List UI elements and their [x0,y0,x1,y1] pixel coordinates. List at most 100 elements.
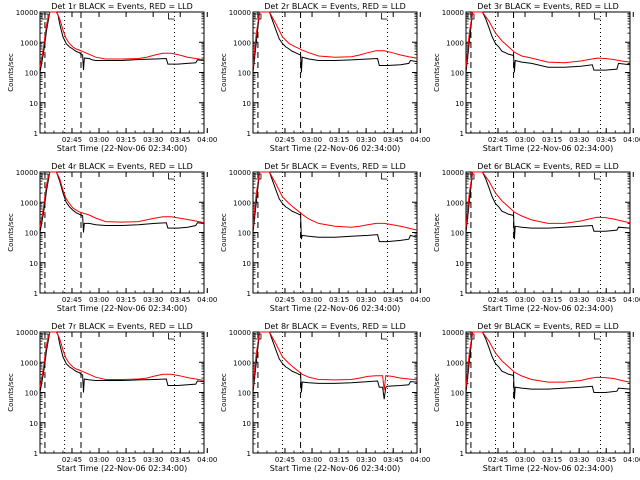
x-tick-label: 03:45 [170,136,190,144]
lld-series-line [252,11,418,68]
y-tick-label: 10 [455,100,464,108]
events-series-line [39,171,205,233]
y-tick-label: 100 [25,70,38,78]
lld-series-line [465,171,631,228]
x-tick-label: 03:30 [356,296,376,304]
x-tick-label: 03:45 [596,456,616,464]
panel-title: Det 3r BLACK = Events, RED = LLD [477,2,619,11]
y-tick-label: 10000 [229,329,251,337]
x-tick-label: 03:15 [329,456,349,464]
x-tick-label: 03:00 [515,456,535,464]
panel-title: Det 7r BLACK = Events, RED = LLD [51,322,193,331]
x-tick-label: 04:00 [623,296,640,304]
y-axis-label: Counts/sec [220,53,228,92]
top-marker-glyph [381,333,388,340]
x-tick-label: 03:45 [170,456,190,464]
x-tick-label: 04:00 [197,296,217,304]
y-tick-label: 10000 [442,169,464,177]
y-tick-label: 1000 [20,359,38,367]
x-tick-label: 02:45 [488,456,508,464]
y-tick-label: 10 [455,260,464,268]
x-tick-label: 03:45 [383,136,403,144]
panel-5: 1 10 100 1000 10000 02:45 03:00 03:15 03:30 03:45… [220,162,430,313]
lld-series-line [252,171,418,231]
y-tick-label: 1000 [446,359,464,367]
y-tick-label: 100 [451,390,464,398]
plot-frame [252,331,418,454]
x-axis-label: Start Time (22-Nov-06 02:34:00) [483,144,613,153]
panel-4: 1 10 100 1000 10000 02:45 03:00 03:15 03:30 03:45… [7,162,217,313]
x-tick-label: 02:45 [275,456,295,464]
x-axis-label: Start Time (22-Nov-06 02:34:00) [270,304,400,313]
lld-series-line [39,11,205,68]
y-axis-label: Counts/sec [7,213,15,252]
y-tick-label: 100 [451,230,464,238]
y-tick-label: 100 [25,230,38,238]
events-series-line [465,331,631,400]
x-tick-label: 03:00 [89,136,109,144]
x-tick-label: 02:45 [62,456,82,464]
y-axis-label: Counts/sec [220,373,228,412]
events-series-line [39,11,205,73]
x-tick-label: 03:15 [329,296,349,304]
x-tick-label: 03:45 [170,296,190,304]
x-tick-label: 02:45 [62,296,82,304]
x-tick-label: 03:30 [569,136,589,144]
x-tick-label: 03:45 [383,456,403,464]
x-tick-label: 04:00 [197,136,217,144]
panel-title: Det 6r BLACK = Events, RED = LLD [477,162,619,171]
y-tick-label: 10 [29,260,38,268]
lld-series-line [465,331,631,388]
x-tick-label: 04:00 [623,456,640,464]
events-series-line [465,171,631,240]
lld-series-line [39,171,205,228]
x-tick-label: 03:00 [89,456,109,464]
x-tick-label: 03:30 [143,136,163,144]
events-series-line [39,331,205,393]
y-tick-label: 10000 [16,169,38,177]
y-tick-label: 1 [34,290,38,298]
y-tick-label: 10000 [16,9,38,17]
x-tick-label: 03:15 [542,456,562,464]
x-tick-label: 03:00 [302,456,322,464]
panel-9: 1 10 100 1000 10000 02:45 03:00 03:15 03:30 03:45… [433,322,640,473]
x-axis-label: Start Time (22-Nov-06 02:34:00) [270,144,400,153]
x-tick-label: 02:45 [275,296,295,304]
events-series-line [252,11,418,73]
x-tick-label: 03:30 [569,296,589,304]
y-tick-label: 1000 [233,359,251,367]
x-tick-label: 03:15 [542,296,562,304]
y-tick-label: 100 [238,70,251,78]
x-tick-label: 04:00 [410,296,430,304]
y-tick-label: 100 [238,230,251,238]
x-tick-label: 04:00 [410,456,430,464]
top-marker-glyph [594,173,601,180]
x-tick-label: 03:15 [542,136,562,144]
x-tick-label: 03:30 [143,296,163,304]
x-tick-label: 04:00 [410,136,430,144]
top-marker-glyph [594,13,601,20]
x-tick-label: 03:45 [596,296,616,304]
y-tick-label: 1 [460,130,464,138]
x-tick-label: 02:45 [275,136,295,144]
x-tick-label: 03:00 [89,296,109,304]
x-tick-label: 03:00 [302,296,322,304]
plot-frame [465,11,631,134]
panel-title: Det 2r BLACK = Events, RED = LLD [264,2,406,11]
panel-3: 1 10 100 1000 10000 02:45 03:00 03:15 03:30 03:45… [433,2,640,153]
y-axis-label: Counts/sec [433,213,441,252]
top-marker-glyph [594,333,601,340]
x-tick-label: 04:00 [197,456,217,464]
panel-1: 1 10 100 1000 10000 02:45 03:00 03:15 03:30 03:45… [7,2,217,153]
y-axis-label: Counts/sec [7,373,15,412]
panel-title: Det 1r BLACK = Events, RED = LLD [51,2,193,11]
x-tick-label: 03:15 [116,456,136,464]
events-series-line [252,331,418,400]
y-axis-label: Counts/sec [220,213,228,252]
y-axis-label: Counts/sec [433,373,441,412]
x-tick-label: 03:15 [116,296,136,304]
y-tick-label: 1000 [233,199,251,207]
panel-7: 1 10 100 1000 10000 02:45 03:00 03:15 03:30 03:45… [7,322,217,473]
y-tick-label: 1000 [20,199,38,207]
